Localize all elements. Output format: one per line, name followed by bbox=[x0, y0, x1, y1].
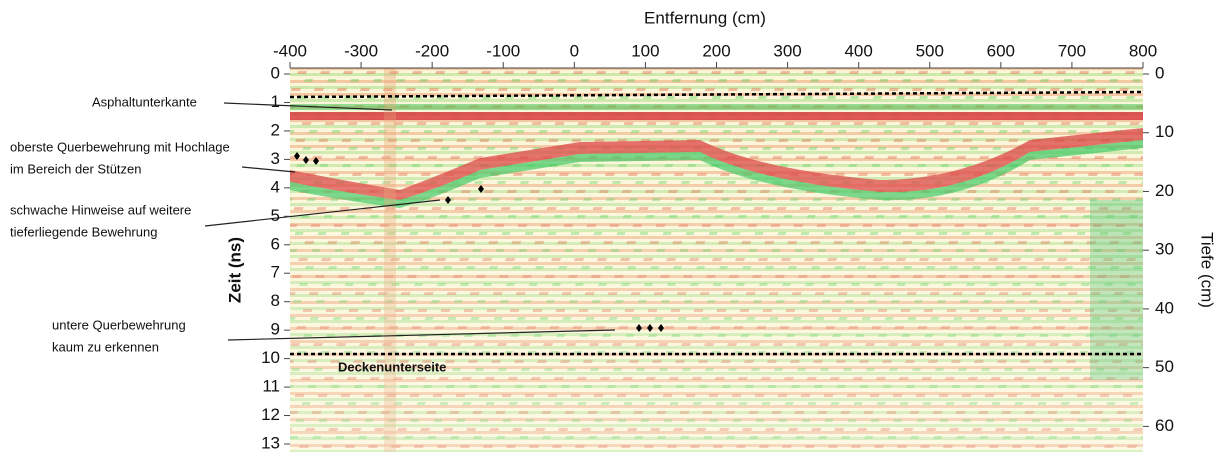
x-tick-label: -100 bbox=[486, 41, 520, 60]
leader-line bbox=[204, 199, 441, 227]
y-tick-label: 7 bbox=[271, 263, 280, 282]
x-tick-label: 600 bbox=[987, 41, 1015, 60]
asphalt-line bbox=[289, 90, 1144, 99]
y2-tick-label: 60 bbox=[1155, 416, 1174, 435]
markers bbox=[294, 152, 664, 332]
annotation: kaum zu erkennen bbox=[52, 339, 159, 354]
y-tick-label: 1 bbox=[271, 92, 280, 111]
x-tick-label: 800 bbox=[1129, 41, 1157, 60]
y2-tick-label: 30 bbox=[1155, 240, 1174, 259]
annotation: oberste Querbewehrung mit Hochlage bbox=[10, 139, 230, 154]
y-tick-label: 0 bbox=[271, 63, 280, 82]
x-tick-label: 500 bbox=[916, 41, 944, 60]
y-tick-label: 8 bbox=[271, 291, 280, 310]
y2-axis-label: Tiefe (cm) bbox=[1198, 232, 1217, 308]
y2-tick-label: 20 bbox=[1155, 181, 1174, 200]
leader-line bbox=[227, 329, 616, 341]
x-tick-label: -300 bbox=[344, 41, 378, 60]
annotation: im Bereich der Stützen bbox=[10, 161, 142, 176]
y-tick-label: 6 bbox=[271, 234, 280, 253]
y2-tick-label: 0 bbox=[1155, 63, 1164, 82]
y-tick-label: 3 bbox=[271, 149, 280, 168]
x-tick-label: -200 bbox=[415, 41, 449, 60]
x-tick-label: 300 bbox=[773, 41, 801, 60]
y-tick-label: 9 bbox=[271, 320, 280, 339]
annotation: Deckenunterseite bbox=[338, 359, 446, 374]
y-tick-label: 10 bbox=[261, 348, 280, 367]
annotation: untere Querbewehrung bbox=[52, 317, 186, 332]
leader-line bbox=[241, 166, 296, 173]
x-tick-label: 100 bbox=[631, 41, 659, 60]
annotation: tieferliegende Bewehrung bbox=[10, 224, 157, 239]
y-tick-label: 4 bbox=[271, 177, 280, 196]
y-tick-label: 11 bbox=[262, 377, 280, 396]
y-tick-label: 12 bbox=[261, 405, 280, 424]
y2-tick-label: 40 bbox=[1155, 298, 1174, 317]
x-axis-label: Entfernung (cm) bbox=[644, 8, 766, 27]
y2-tick-label: 10 bbox=[1155, 122, 1174, 141]
x-tick-label: -400 bbox=[273, 41, 307, 60]
annotation: schwache Hinweise auf weitere bbox=[10, 202, 191, 217]
y-tick-label: 13 bbox=[261, 433, 280, 452]
y-tick-label: 2 bbox=[271, 120, 280, 139]
y-tick-label: 5 bbox=[271, 206, 280, 225]
y-axis-label: Zeit (ns) bbox=[225, 237, 244, 303]
x-tick-label: 400 bbox=[844, 41, 872, 60]
annotation: Asphaltunterkante bbox=[92, 94, 197, 109]
y2-tick-label: 50 bbox=[1155, 357, 1174, 376]
x-tick-label: 0 bbox=[570, 41, 579, 60]
radargram-image bbox=[290, 68, 1143, 452]
leader-line bbox=[223, 102, 393, 111]
x-tick-label: 700 bbox=[1058, 41, 1086, 60]
x-tick-label: 200 bbox=[702, 41, 730, 60]
